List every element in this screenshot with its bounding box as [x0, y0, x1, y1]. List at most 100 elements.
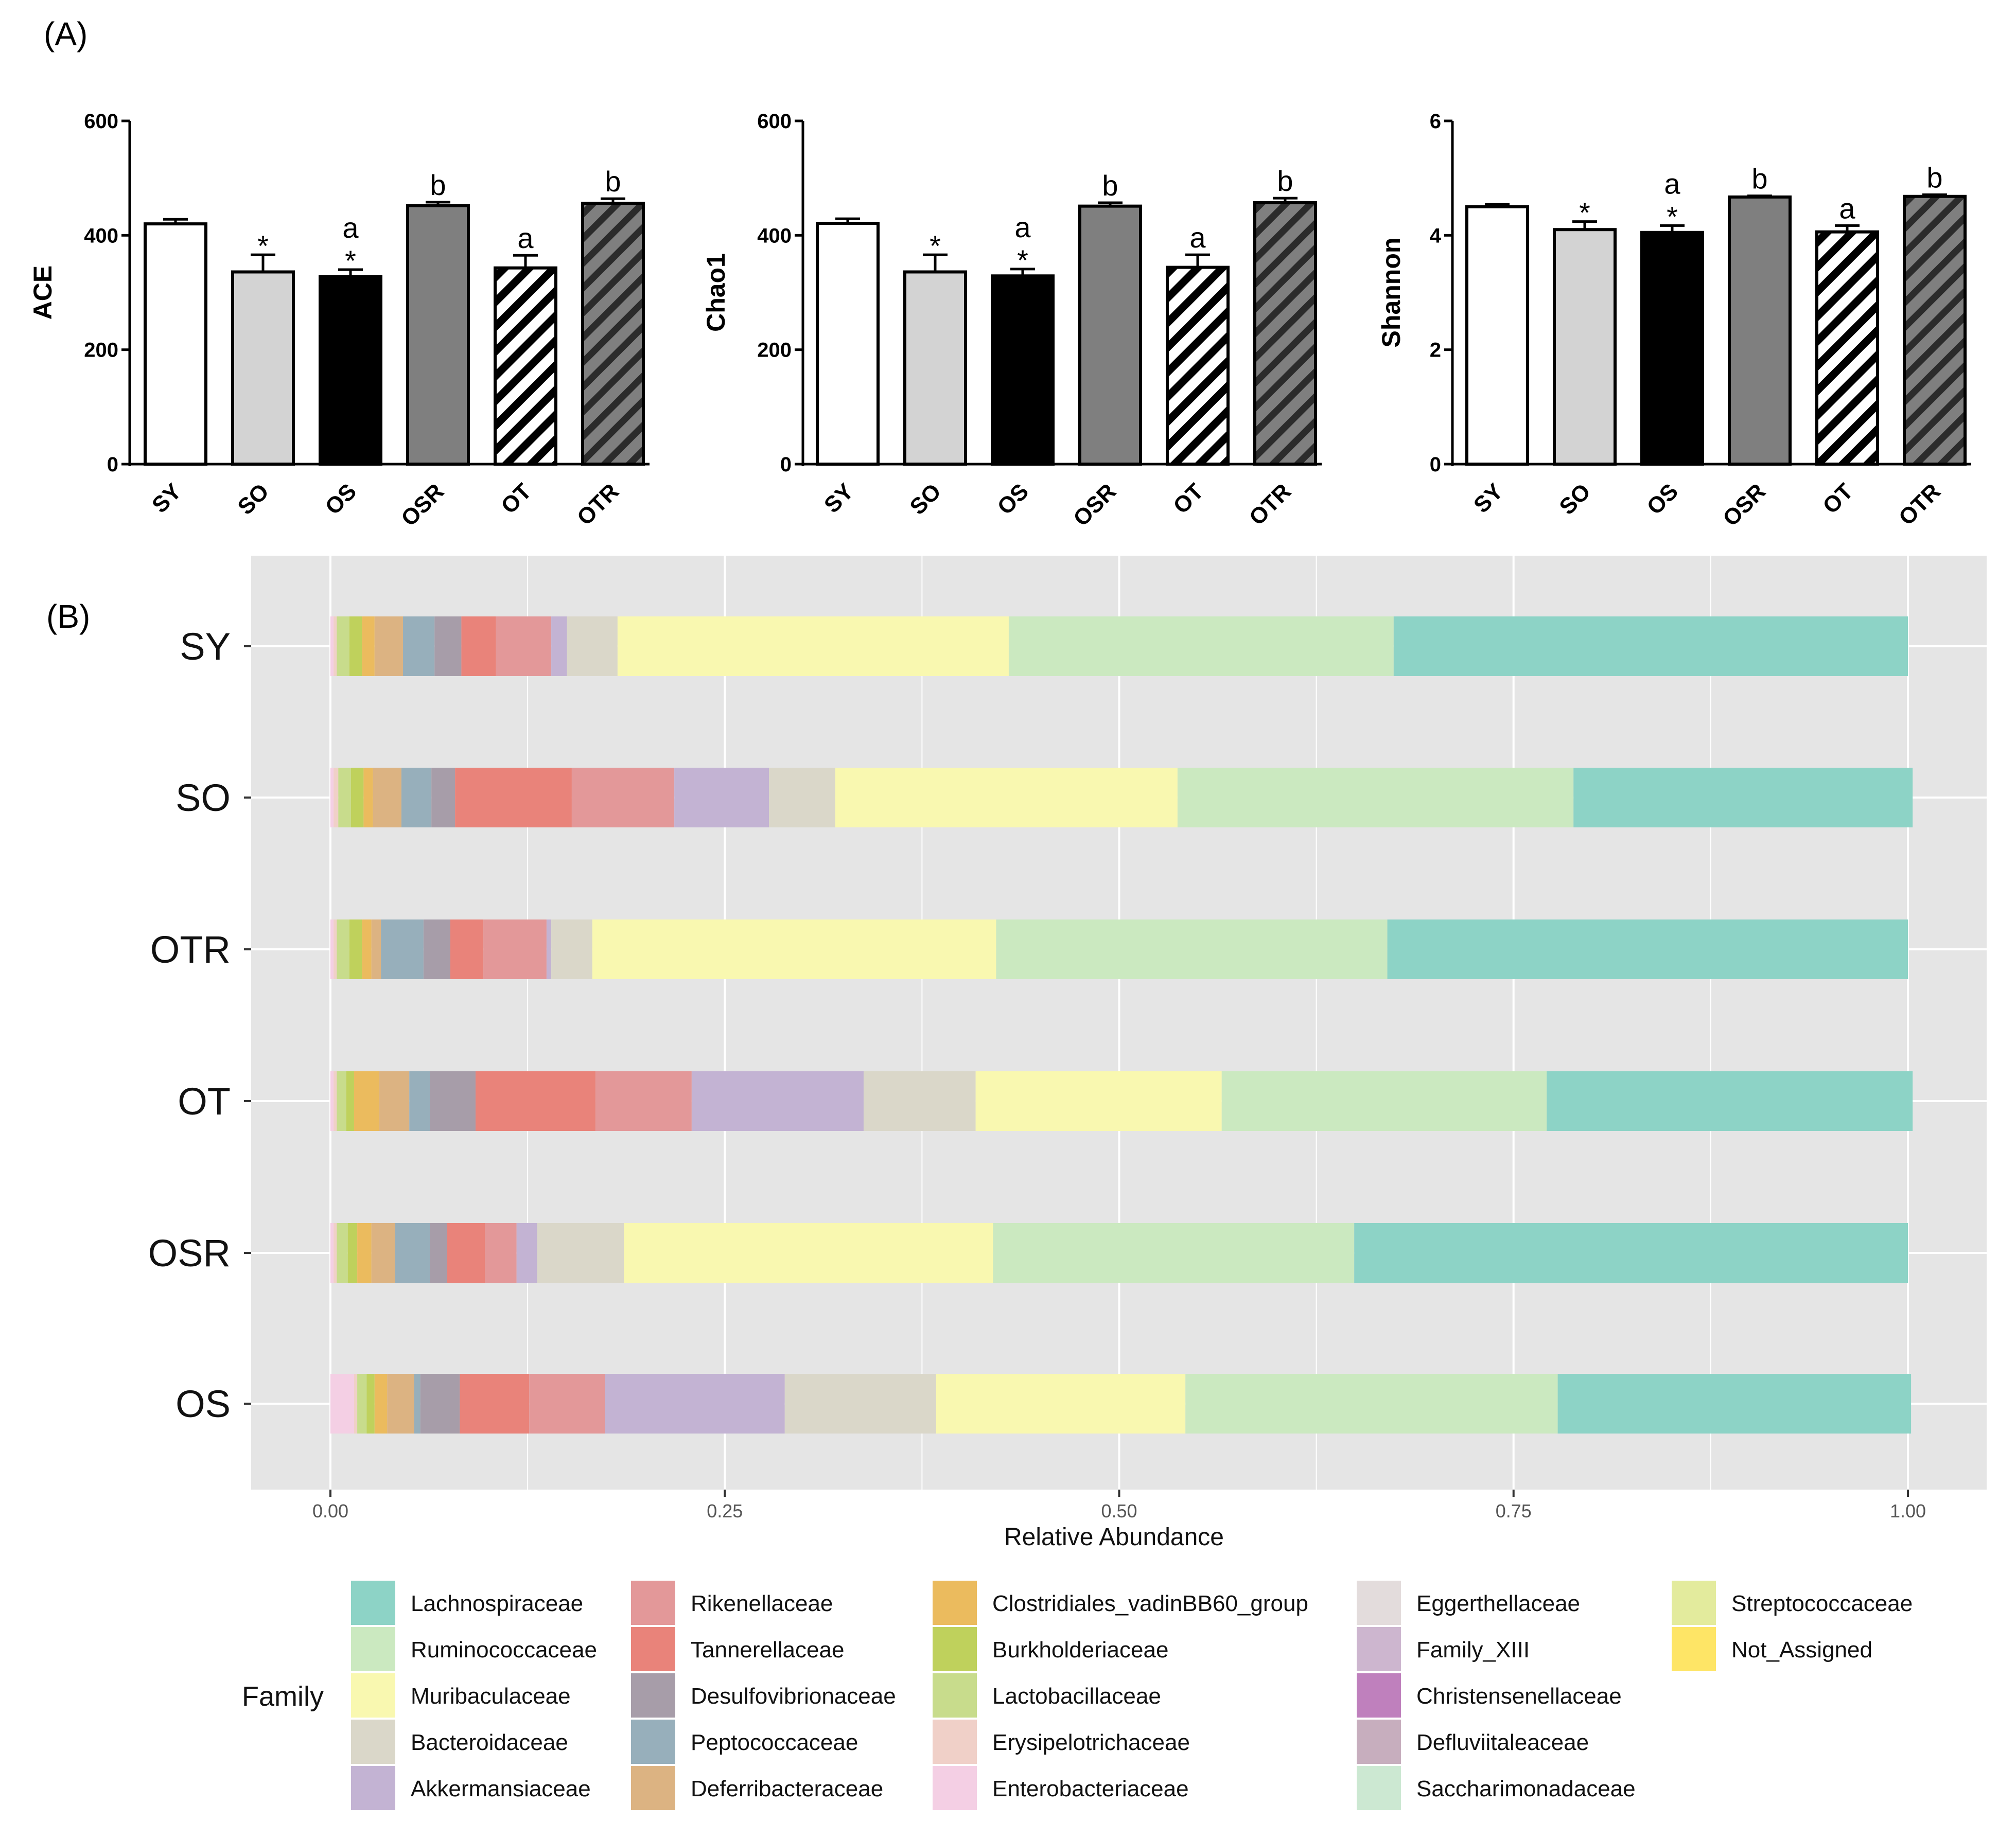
significance-letter: a	[1189, 221, 1206, 254]
segment-enterobacteriaceae	[330, 919, 334, 979]
legend-item-deferribacteraceae: Deferribacteraceae	[631, 1766, 883, 1810]
significance-star: *	[345, 244, 356, 277]
legend-item-lachnospiraceae: Lachnospiraceae	[351, 1581, 583, 1625]
segment-akkermansiaceae	[605, 1374, 785, 1434]
segment-enterobacteriaceae	[330, 768, 334, 827]
y-tick-label: 6	[1430, 110, 1441, 133]
legend-item-burkholderiaceae: Burkholderiaceae	[933, 1627, 1168, 1671]
legend-item-streptococcaceae: Streptococcaceae	[1672, 1581, 1913, 1625]
legend-item-akkermansiaceae: Akkermansiaceae	[351, 1766, 591, 1810]
bar-osr	[1078, 204, 1142, 466]
x-category-label: OSR	[396, 479, 449, 531]
segment-enterobacteriaceae	[330, 1374, 354, 1434]
segment-akkermansiaceae	[551, 616, 567, 676]
segment-erysipelotrichaceae	[334, 919, 337, 979]
legend-label: Peptococcaceae	[691, 1730, 858, 1755]
segment-tannerellaceae	[460, 1374, 530, 1434]
legend-label: Not_Assigned	[1731, 1637, 1872, 1662]
segment-lachnospiraceae	[1573, 768, 1913, 827]
bar-otr	[1903, 194, 1967, 466]
panel-b-label: (B)	[46, 598, 90, 635]
segment-deferribacteraceae	[371, 919, 381, 979]
legend-item-ruminococcaceae: Ruminococcaceae	[351, 1627, 597, 1671]
segment-erysipelotrichaceae	[334, 616, 337, 676]
segment-bacteroidaceae	[537, 1223, 624, 1283]
legend-swatch	[1357, 1766, 1401, 1810]
x-category-label: OS	[320, 479, 361, 520]
x-category-label: SY	[147, 479, 186, 518]
bar-ot	[494, 266, 557, 466]
legend-swatch	[933, 1627, 977, 1671]
segment-erysipelotrichaceae	[354, 1374, 358, 1434]
legend-item-eggerthellaceae: Eggerthellaceae	[1357, 1581, 1580, 1625]
legend-label: Streptococcaceae	[1731, 1591, 1913, 1616]
segment-tannerellaceae	[475, 1071, 595, 1131]
x-tick-label: 0.00	[312, 1500, 348, 1522]
legend-label: Defluviitaleaceae	[1416, 1730, 1589, 1755]
legend-title: Family	[242, 1681, 324, 1712]
legend-swatch	[1672, 1627, 1716, 1671]
x-category-label: SY	[819, 479, 858, 518]
significance-star: *	[1017, 244, 1028, 276]
segment-peptococcaceae	[395, 1223, 430, 1283]
y-axis-title: Shannon	[1377, 238, 1406, 348]
bar-osr	[406, 204, 470, 466]
segment-muribaculaceae	[624, 1223, 993, 1283]
segment-ruminococcaceae	[993, 1223, 1355, 1283]
x-tick-label: 0.75	[1496, 1500, 1532, 1522]
legend-item-erysipelotrichaceae: Erysipelotrichaceae	[933, 1720, 1190, 1764]
segment-rikenellaceae	[496, 616, 552, 676]
legend-label: Enterobacteriaceae	[992, 1776, 1189, 1801]
legend-label: Lachnospiraceae	[411, 1591, 583, 1616]
x-tick-label: 0.50	[1101, 1500, 1137, 1522]
significance-star: *	[257, 229, 269, 262]
segment-akkermansiaceae	[674, 768, 769, 827]
segment-lactobacillaceae	[357, 1374, 367, 1434]
segment-desulfovibrionaceae	[434, 616, 462, 676]
legend-swatch	[351, 1581, 395, 1625]
segment-enterobacteriaceae	[330, 1071, 334, 1131]
segment-rikenellaceae	[595, 1071, 692, 1131]
legend-swatch	[351, 1673, 395, 1718]
x-category-label: OSR	[1068, 479, 1121, 531]
x-category-label: SO	[905, 479, 946, 520]
legend-label: Rikenellaceae	[691, 1591, 833, 1616]
segment-lactobacillaceae	[338, 768, 351, 827]
segment-peptococcaceae	[381, 919, 424, 979]
legend-item-defluviitaleaceae: Defluviitaleaceae	[1357, 1720, 1589, 1764]
significance-letter: b	[605, 165, 621, 198]
y-tick-label: 4	[1430, 224, 1442, 247]
legend-swatch	[1357, 1627, 1401, 1671]
family-legend: Family Lachnospiraceae Ruminococcaceae Muri…	[242, 1581, 1913, 1810]
segment-muribaculaceae	[936, 1374, 1186, 1434]
panel-b-stacked-bar-chart: SY SO OTR OT OSR OS 0.00 0.25 0.50 0.75 1.00 Relati…	[148, 556, 1987, 1551]
segment-lactobacillaceae	[337, 1223, 348, 1283]
significance-letter: a	[1839, 192, 1855, 224]
segment-lactobacillaceae	[337, 616, 349, 676]
legend-swatch	[933, 1673, 977, 1718]
x-category-label: OTR	[572, 479, 624, 530]
segment-desulfovibrionaceae	[423, 919, 450, 979]
segment-deferribacteraceae	[371, 1223, 395, 1283]
y-tick-label: 200	[84, 339, 118, 362]
sample-label: OTR	[150, 928, 231, 971]
y-tick-label: 0	[780, 453, 792, 476]
bar-so	[903, 270, 967, 466]
legend-label: Erysipelotrichaceae	[992, 1730, 1190, 1755]
segment-bacteroidaceae	[784, 1374, 936, 1434]
segment-clostridiales_vadinbb60_group	[374, 1374, 388, 1434]
segment-tannerellaceae	[447, 1223, 485, 1283]
legend-item-christensenellaceae: Christensenellaceae	[1357, 1673, 1622, 1718]
segment-tannerellaceae	[450, 919, 484, 979]
stacked-bar-otr	[330, 919, 1908, 979]
panel-a-label: (A)	[44, 15, 87, 52]
segment-burkholderiaceae	[347, 1223, 358, 1283]
significance-letter: a	[1664, 167, 1680, 200]
segment-ruminococcaceae	[1177, 768, 1574, 827]
legend-item-peptococcaceae: Peptococcaceae	[631, 1720, 858, 1764]
stacked-bar-so	[330, 768, 1913, 827]
sample-label: SO	[176, 776, 231, 819]
legend-label: Lactobacillaceae	[992, 1684, 1161, 1709]
